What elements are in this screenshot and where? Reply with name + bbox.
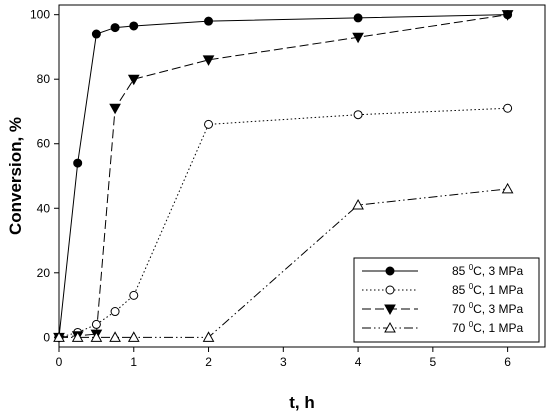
x-tick-label: 2 — [205, 355, 212, 369]
x-tick-label: 4 — [355, 355, 362, 369]
legend-label-superscript: 0 — [469, 282, 474, 291]
legend-label: 85 0C, 1 MPa — [452, 282, 523, 297]
data-point-s1 — [73, 158, 83, 168]
legend-swatch-marker — [384, 321, 396, 333]
data-point-s1 — [129, 21, 139, 31]
data-point-s4 — [71, 331, 84, 342]
data-point-s2 — [91, 319, 101, 329]
x-tick-label: 3 — [280, 355, 287, 369]
data-point-s3 — [202, 55, 215, 66]
legend-label-superscript: 0 — [469, 301, 474, 310]
legend-label-superscript: 0 — [469, 263, 474, 272]
data-point-s1 — [353, 13, 363, 23]
data-point-s4 — [352, 199, 364, 210]
data-point-s1 — [110, 23, 120, 33]
legend-label: 70 0C, 3 MPa — [452, 301, 523, 316]
legend-label-superscript: 0 — [469, 320, 474, 329]
x-tick-label: 0 — [56, 355, 63, 369]
data-point-s2 — [353, 110, 363, 120]
data-point-s3 — [352, 32, 364, 44]
x-tick-label: 1 — [130, 355, 137, 369]
legend-label: 85 0C, 3 MPa — [452, 263, 523, 278]
series-markers-group — [53, 10, 514, 344]
legend-label-part: 70 — [452, 321, 469, 335]
legend-label-part: C, 1 MPa — [473, 321, 523, 335]
legend-swatch-marker — [385, 285, 395, 295]
data-point-s1 — [204, 16, 214, 26]
data-point-s4 — [127, 331, 140, 342]
y-tick-label: 0 — [43, 330, 50, 344]
data-point-s4 — [202, 331, 215, 342]
data-point-s4 — [501, 182, 514, 194]
data-point-s1 — [91, 29, 101, 39]
data-point-s4 — [53, 331, 65, 342]
legend-swatch-marker — [385, 266, 395, 276]
legend-label: 70 0C, 1 MPa — [452, 320, 523, 335]
plot-frame — [58, 4, 546, 348]
series-line-1 — [58, 14, 508, 338]
legend-label-part: C, 3 MPa — [473, 264, 523, 278]
data-point-s3 — [501, 10, 514, 21]
x-tick-label: 5 — [430, 355, 437, 369]
data-point-s2 — [129, 290, 139, 300]
y-tick-label: 20 — [37, 266, 51, 280]
legend-label-part: 85 — [452, 283, 469, 297]
data-point-s3 — [127, 74, 140, 86]
legend-label-part: 85 — [452, 264, 469, 278]
y-tick-label: 100 — [30, 8, 50, 22]
data-point-s2 — [204, 119, 214, 129]
data-point-s2 — [110, 307, 120, 317]
data-point-s4 — [90, 331, 103, 342]
x-axis-title: t, h — [289, 393, 315, 412]
y-axis-title: Conversion, % — [6, 117, 25, 235]
legend-swatch-marker — [384, 304, 396, 316]
y-tick-label: 40 — [37, 201, 51, 215]
y-tick-label: 60 — [37, 137, 51, 151]
x-tick-label: 6 — [504, 355, 511, 369]
data-point-s2 — [503, 103, 513, 113]
data-point-s3 — [109, 103, 121, 115]
y-tick-label: 80 — [37, 72, 51, 86]
legend-label-part: C, 3 MPa — [473, 302, 523, 316]
data-point-s4 — [109, 331, 121, 342]
legend-label-part: C, 1 MPa — [473, 283, 523, 297]
legend-label-part: 70 — [452, 302, 469, 316]
